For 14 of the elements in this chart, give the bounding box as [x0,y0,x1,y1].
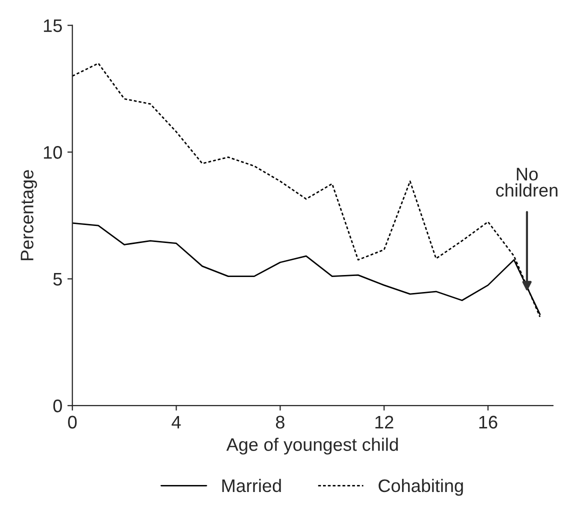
legend-label: Married [222,478,281,492]
y-tick-label: 15 [44,19,62,32]
x-tick-label: 8 [276,416,284,429]
y-tick-label: 10 [44,146,62,159]
x-tick-label: 4 [172,416,181,428]
x-tick-label: 16 [479,416,498,429]
y-axis-title: Percentage [20,170,38,260]
annotation: No children [496,168,558,197]
x-tick-label: 12 [375,416,394,428]
x-tick-label: 0 [68,416,77,429]
y-tick-label: 5 [53,272,62,286]
legend-label: Cohabiting [378,478,463,496]
y-tick-label: 0 [53,400,62,412]
x-axis-title: Age of youngest child [226,438,398,455]
